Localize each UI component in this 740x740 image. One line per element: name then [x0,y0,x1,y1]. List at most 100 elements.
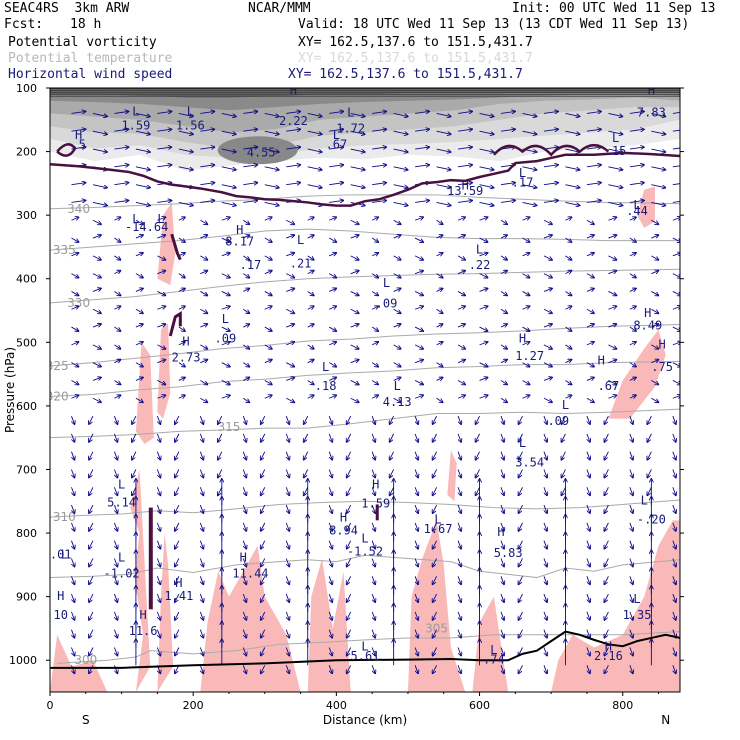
low-label: L [118,551,125,565]
wind-vector [199,487,203,495]
wind-vector [519,629,523,638]
theta-isentrope [50,268,680,304]
wind-vector [519,540,523,549]
wind-vector [71,362,78,367]
wind-vector [114,147,128,149]
wind-vector [285,433,289,442]
wind-vector [393,397,401,402]
wind-vector [285,576,289,584]
x-tick-label: 400 [326,699,347,712]
wind-vector [178,166,193,170]
wind-vector [285,415,289,424]
extremum-value-label: 1.59 [121,118,150,132]
low-label: L [61,547,68,561]
wind-vector [457,217,465,220]
wind-vector [586,129,601,131]
wind-vector [651,219,658,224]
wind-vector [71,487,74,495]
wind-vector [565,166,579,170]
wind-vector [543,469,547,477]
wind-vector [350,380,359,384]
wind-vector [286,324,294,328]
wind-vector [543,200,558,202]
wind-vector [285,558,289,566]
wind-vector [543,558,547,566]
south-end-label: S [82,713,90,727]
wind-vector [89,487,94,495]
wind-vector [565,237,571,242]
wind-vector [629,647,633,655]
wind-vector [264,112,279,116]
wind-vector [156,558,160,566]
field-name-pv: Potential vorticity [8,35,157,50]
extremum-value-label: .09 [376,296,398,310]
vertical-motion-shading [157,469,174,692]
wind-vector [522,217,530,220]
vertical-motion-shading [407,520,466,692]
wind-vector [114,647,117,655]
wind-vector [479,273,488,278]
wind-vector [604,540,609,549]
wind-vector [286,253,294,257]
extremum-value-label: -1.52 [347,544,383,558]
wind-vector [414,576,418,584]
wind-vector [629,504,633,513]
wind-vector [651,255,658,260]
wind-vector [500,397,507,402]
wind-vector [543,397,552,402]
wind-vector [415,111,429,113]
wind-vector [261,647,266,655]
wind-vector [519,469,523,477]
organization-label: NCAR/MMM [248,1,311,16]
wind-vector [476,433,480,442]
wind-vector [221,217,230,221]
wind-vector [200,200,214,202]
y-tick-label: 500 [16,336,37,349]
wind-vector [71,611,74,620]
wind-vector [307,344,314,349]
wind-vector [371,380,378,384]
wind-vector [175,558,180,566]
wind-vector [436,184,451,188]
wind-vector [307,148,322,152]
wind-vector [433,469,437,477]
vertical-motion-shading [50,634,108,692]
wind-vector [608,255,616,260]
wind-vector [328,593,332,602]
wind-vector [135,342,143,345]
wind-vector [565,291,571,295]
wind-vector [629,183,644,185]
wind-vector [328,237,336,242]
wind-vector [307,112,322,116]
extremum-value-label: 5.83 [494,546,523,560]
wind-vector [608,306,616,310]
wind-vector [457,324,465,327]
wind-vector [651,324,658,327]
wind-vector [328,576,332,584]
field-name-theta: Potential temperature [8,51,173,66]
wind-vector [500,469,504,477]
wind-vector [672,576,676,584]
wind-vector [71,111,85,113]
wind-vector [329,111,343,113]
extremum-value-label: 11.44 [232,567,268,581]
field-xy-pv: XY= 162.5,137.6 to 151.5,431.7 [298,35,533,50]
wind-vector [157,111,171,113]
wind-vector [519,647,523,655]
wind-vector [92,219,101,224]
wind-vector [457,451,461,460]
wind-vector [199,576,203,584]
extremum-value-label: 2.22 [279,114,308,128]
wind-vector [371,540,375,549]
wind-vector [629,306,636,309]
wind-vector [543,540,547,549]
wind-vector [586,183,601,185]
wind-vector [175,451,180,460]
wind-vector [114,487,117,495]
wind-vector [414,487,418,495]
wind-vector [135,362,143,367]
y-tick-label: 400 [16,273,37,286]
wind-vector [393,308,401,313]
wind-vector [543,377,552,381]
wind-vector [629,165,644,167]
